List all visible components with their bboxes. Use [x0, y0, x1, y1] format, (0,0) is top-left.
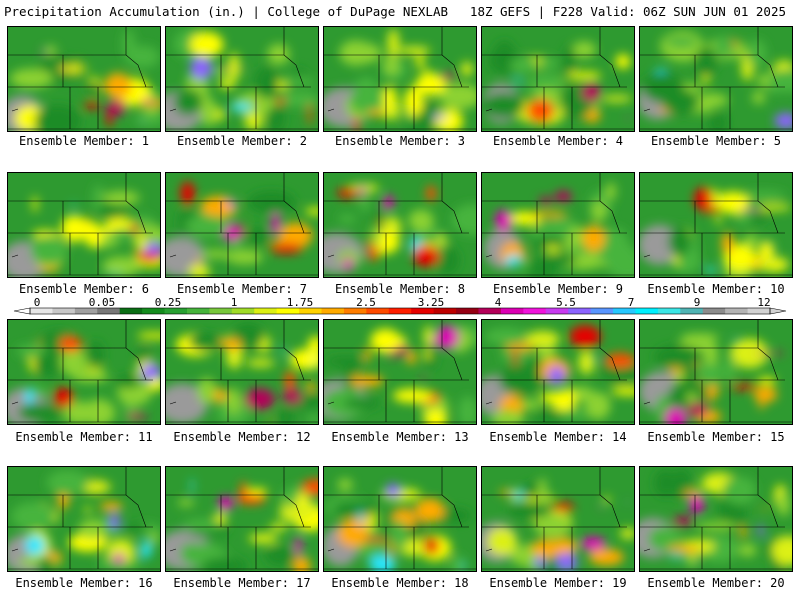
colorbar-swatch [456, 308, 479, 314]
colorbar-tick-label: 0.05 [89, 296, 116, 309]
ensemble-member-label: Ensemble Member: 7 [176, 282, 308, 296]
colorbar-tick-label: 2.5 [356, 296, 376, 309]
colorbar-swatch [30, 308, 53, 314]
ensemble-member-map [639, 26, 793, 132]
ensemble-member-label: Ensemble Member: 4 [492, 134, 624, 148]
ensemble-member-map [639, 319, 793, 425]
ensemble-member-map [7, 466, 161, 572]
colorbar-swatch [680, 308, 704, 314]
ensemble-member-label: Ensemble Member: 11 [15, 430, 153, 444]
colorbar-swatch [74, 308, 98, 314]
colorbar-swatch [433, 308, 457, 314]
ensemble-member-label: Ensemble Member: 8 [334, 282, 466, 296]
colorbar-tick-label: 7 [628, 296, 635, 309]
colorbar-swatch [388, 308, 412, 314]
colorbar-swatch [276, 308, 300, 314]
ensemble-member-map [165, 172, 319, 278]
colorbar-tick-label: 3.25 [418, 296, 445, 309]
ensemble-member-map [481, 26, 635, 132]
ensemble-member-label: Ensemble Member: 13 [331, 430, 469, 444]
ensemble-member-map [323, 172, 477, 278]
colorbar-swatch [545, 308, 569, 314]
ensemble-member-label: Ensemble Member: 17 [173, 576, 311, 590]
ensemble-member-map [165, 319, 319, 425]
ensemble-member-label: Ensemble Member: 6 [18, 282, 150, 296]
colorbar-tick-label: 1.75 [287, 296, 314, 309]
ensemble-member-label: Ensemble Member: 3 [334, 134, 466, 148]
ensemble-member-label: Ensemble Member: 14 [489, 430, 627, 444]
ensemble-member-map [481, 466, 635, 572]
ensemble-member-map [7, 172, 161, 278]
ensemble-member-label: Ensemble Member: 1 [18, 134, 150, 148]
colorbar-swatch [478, 308, 502, 314]
ensemble-member-map [323, 466, 477, 572]
run-info: 18Z GEFS | F228 Valid: 06Z SUN JUN 01 20… [469, 4, 786, 19]
colorbar-swatch [613, 308, 636, 314]
ensemble-member-map [165, 466, 319, 572]
ensemble-member-label: Ensemble Member: 16 [15, 576, 153, 590]
ensemble-member-label: Ensemble Member: 20 [647, 576, 785, 590]
ensemble-member-label: Ensemble Member: 12 [173, 430, 311, 444]
colorbar-swatch [523, 308, 547, 314]
colorbar-tick-label: 4 [495, 296, 502, 309]
ensemble-member-label: Ensemble Member: 10 [647, 282, 785, 296]
ensemble-member-label: Ensemble Member: 15 [647, 430, 785, 444]
colorbar-swatch [321, 308, 345, 314]
colorbar-swatch [635, 308, 659, 314]
colorbar-swatch [411, 308, 435, 314]
ensemble-member-map [7, 319, 161, 425]
colorbar-swatch [590, 308, 614, 314]
colorbar-tick-label: 1 [231, 296, 238, 309]
colorbar-swatch [52, 308, 76, 314]
colorbar-swatch [142, 308, 166, 314]
colorbar-left-arrow [13, 307, 31, 315]
ensemble-member-label: Ensemble Member: 2 [176, 134, 308, 148]
colorbar-tick-label: 9 [694, 296, 701, 309]
ensemble-member-label: Ensemble Member: 18 [331, 576, 469, 590]
colorbar-swatch [657, 308, 681, 314]
ensemble-member-label: Ensemble Member: 5 [650, 134, 782, 148]
colorbar-swatch [299, 308, 323, 314]
ensemble-member-map [323, 319, 477, 425]
colorbar-swatch [97, 308, 121, 314]
ensemble-member-map [7, 26, 161, 132]
colorbar-right-arrow [769, 307, 787, 315]
colorbar-swatch [568, 308, 592, 314]
colorbar-swatch [343, 308, 367, 314]
ensemble-member-label: Ensemble Member: 19 [489, 576, 627, 590]
map-title: Precipitation Accumulation (in.) | Colle… [4, 4, 449, 19]
colorbar-swatch [747, 308, 771, 314]
colorbar-swatch [500, 308, 524, 314]
colorbar-tick-label: 0 [34, 296, 41, 309]
colorbar-tick-label: 5.5 [556, 296, 576, 309]
precipitation-colorbar: 0 0.05 0.25 1 1.75 2.5 3.25 4 5.5 7 9 12 [13, 296, 787, 315]
colorbar-swatch [702, 308, 726, 314]
colorbar-tick-label: 12 [757, 296, 770, 309]
colorbar-swatch [186, 308, 210, 314]
ensemble-member-map [639, 172, 793, 278]
ensemble-member-map [481, 319, 635, 425]
colorbar-swatch [231, 308, 255, 314]
ensemble-member-map [165, 26, 319, 132]
colorbar-swatch [366, 308, 390, 314]
ensemble-member-map [639, 466, 793, 572]
colorbar-swatch [209, 308, 233, 314]
ensemble-member-map [323, 26, 477, 132]
colorbar-swatch [164, 308, 188, 314]
ensemble-member-map [481, 172, 635, 278]
colorbar-swatch [254, 308, 278, 314]
colorbar-tick-label: 0.25 [155, 296, 182, 309]
ensemble-member-label: Ensemble Member: 9 [492, 282, 624, 296]
colorbar-swatch [119, 308, 143, 314]
colorbar-swatch [725, 308, 749, 314]
